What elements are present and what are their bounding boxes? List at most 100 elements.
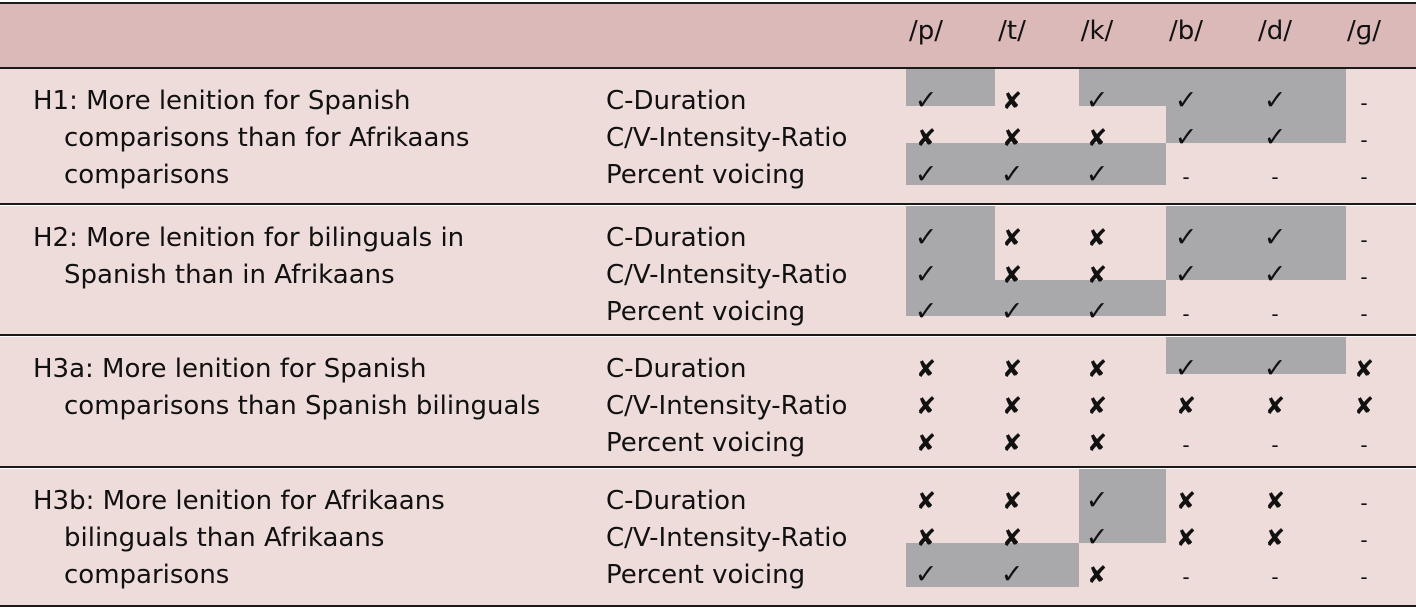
result-cross-h2: ✘ [1086, 224, 1108, 252]
highlight-cell [1079, 143, 1166, 185]
hypothesis-h1-line: H1: More lenition for Spanish [33, 86, 411, 116]
result-check-h1: ✓ [1174, 122, 1198, 153]
result-dash-h1: - [1360, 91, 1368, 115]
highlight-cell [906, 543, 995, 587]
result-check-h1: ✓ [1000, 159, 1024, 190]
highlight-cell [1254, 106, 1346, 143]
result-check-h3b: ✓ [1000, 559, 1024, 590]
result-cross-h1: ✘ [1086, 124, 1108, 152]
result-dash-h3b: - [1271, 565, 1279, 589]
top-rule [0, 2, 1416, 4]
result-cross-h3a: ✘ [1175, 392, 1197, 420]
hypothesis-h3b-line: bilinguals than Afrikaans [64, 523, 385, 553]
result-cross-h3b: ✘ [1264, 524, 1286, 552]
result-cross-h3b: ✘ [1175, 524, 1197, 552]
result-dash-h3a: - [1360, 433, 1368, 457]
group-rule [0, 203, 1416, 205]
result-check-h3a: ✓ [1263, 353, 1287, 384]
result-cross-h3a: ✘ [1353, 392, 1375, 420]
result-cross-h3b: ✘ [1001, 524, 1023, 552]
result-cross-h3a: ✘ [1001, 355, 1023, 383]
highlight-cell [1254, 337, 1346, 374]
result-check-h1: ✓ [1263, 122, 1287, 153]
measure-label: C/V-Intensity-Ratio [606, 260, 848, 290]
hypothesis-h3a-line: comparisons than Spanish bilinguals [64, 391, 541, 421]
result-dash-h2: - [1271, 302, 1279, 326]
measure-label: Percent voicing [606, 160, 806, 190]
column-header: /k/ [1080, 16, 1114, 46]
result-check-h3a: ✓ [1174, 353, 1198, 384]
header-background [0, 4, 1416, 67]
result-dash-h3a: - [1271, 433, 1279, 457]
result-check-h2: ✓ [1085, 296, 1109, 327]
measure-label: Percent voicing [606, 428, 806, 458]
measure-label: Percent voicing [606, 297, 806, 327]
result-dash-h2: - [1182, 302, 1190, 326]
result-cross-h2: ✘ [1001, 224, 1023, 252]
highlight-cell [1166, 69, 1254, 106]
result-cross-h1: ✘ [1001, 124, 1023, 152]
result-check-h2: ✓ [914, 296, 938, 327]
result-cross-h1: ✘ [915, 124, 937, 152]
result-check-h2: ✓ [1263, 259, 1287, 290]
header-rule [0, 67, 1416, 69]
result-dash-h3b: - [1182, 565, 1190, 589]
result-dash-h3b: - [1360, 491, 1368, 515]
result-check-h2: ✓ [914, 259, 938, 290]
result-cross-h3a: ✘ [1264, 392, 1286, 420]
column-header: /ɡ/ [1346, 16, 1382, 46]
result-cross-h3b: ✘ [1086, 561, 1108, 589]
column-header: /p/ [908, 16, 944, 46]
result-check-h1: ✓ [1174, 85, 1198, 116]
result-dash-h1: - [1360, 128, 1368, 152]
highlight-cell [1254, 243, 1346, 280]
result-cross-h3b: ✘ [1001, 487, 1023, 515]
highlight-cell [1166, 243, 1254, 280]
column-header: /b/ [1168, 16, 1204, 46]
hypothesis-h1-line: comparisons than for Afrikaans [64, 123, 470, 153]
measure-label: C-Duration [606, 354, 747, 384]
result-dash-h1: - [1182, 165, 1190, 189]
highlight-cell [1254, 69, 1346, 106]
result-check-h1: ✓ [1263, 85, 1287, 116]
measure-label: C/V-Intensity-Ratio [606, 391, 848, 421]
result-cross-h3a: ✘ [1001, 429, 1023, 457]
measure-label: Percent voicing [606, 560, 806, 590]
result-cross-h2: ✘ [1086, 261, 1108, 289]
result-dash-h3a: - [1182, 433, 1190, 457]
hypothesis-h2-line: H2: More lenition for bilinguals in [33, 223, 465, 253]
group-rule [0, 466, 1416, 468]
highlight-cell [1079, 506, 1166, 543]
result-dash-h3b: - [1360, 565, 1368, 589]
result-dash-h1: - [1271, 165, 1279, 189]
result-cross-h3a: ✘ [915, 355, 937, 383]
result-cross-h3b: ✘ [915, 524, 937, 552]
highlight-cell [1079, 469, 1166, 506]
highlight-cell [906, 280, 995, 316]
result-dash-h2: - [1360, 302, 1368, 326]
highlight-cell [995, 280, 1079, 316]
hypothesis-h3a-line: H3a: More lenition for Spanish [33, 354, 427, 384]
hypothesis-h3b-line: comparisons [64, 560, 230, 590]
result-cross-h2: ✘ [1001, 261, 1023, 289]
result-cross-h3a: ✘ [1086, 429, 1108, 457]
result-cross-h3a: ✘ [1001, 392, 1023, 420]
result-cross-h3a: ✘ [1086, 392, 1108, 420]
result-cross-h3b: ✘ [1175, 487, 1197, 515]
measure-label: C/V-Intensity-Ratio [606, 123, 848, 153]
hypothesis-h3b-line: H3b: More lenition for Afrikaans [33, 486, 445, 516]
result-check-h2: ✓ [1000, 296, 1024, 327]
result-check-h3b: ✓ [1085, 522, 1109, 553]
result-cross-h3b: ✘ [915, 487, 937, 515]
highlight-cell [906, 206, 995, 243]
result-cross-h1: ✘ [1001, 87, 1023, 115]
highlight-cell [906, 243, 995, 280]
group-rule [0, 605, 1416, 607]
result-check-h2: ✓ [1174, 222, 1198, 253]
result-check-h3b: ✓ [914, 559, 938, 590]
result-cross-h3b: ✘ [1264, 487, 1286, 515]
result-check-h1: ✓ [1085, 159, 1109, 190]
result-check-h3b: ✓ [1085, 485, 1109, 516]
result-cross-h3a: ✘ [1353, 355, 1375, 383]
